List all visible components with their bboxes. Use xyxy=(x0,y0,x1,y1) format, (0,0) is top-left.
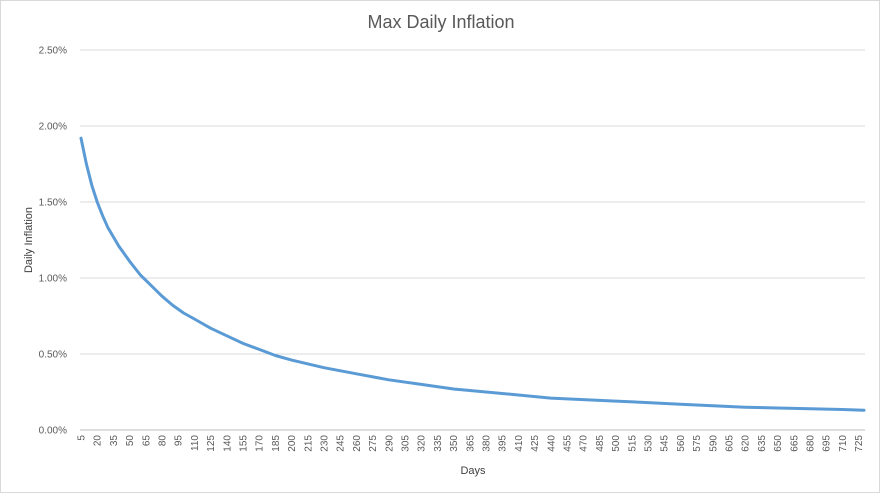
x-tick-label: 695 xyxy=(822,435,833,452)
x-tick-label: 365 xyxy=(465,435,476,452)
x-tick-label: 635 xyxy=(757,435,768,452)
x-tick-label: 650 xyxy=(773,435,784,452)
x-tick-label: 20 xyxy=(93,435,104,447)
x-tick-label: 605 xyxy=(725,435,736,452)
x-tick-label: 395 xyxy=(498,435,509,452)
x-tick-label: 560 xyxy=(676,435,687,452)
x-tick-label: 80 xyxy=(158,435,169,447)
x-tick-label: 110 xyxy=(190,435,201,451)
x-tick-label: 170 xyxy=(255,435,266,452)
x-tick-label: 155 xyxy=(239,435,250,452)
x-tick-label: 185 xyxy=(271,435,282,452)
x-tick-label: 485 xyxy=(595,435,606,452)
y-tick-label: 2.50% xyxy=(39,46,67,57)
series-line xyxy=(79,136,866,412)
x-tick-label: 245 xyxy=(336,435,347,452)
x-tick-label: 380 xyxy=(482,435,493,452)
x-tick-label: 680 xyxy=(806,435,817,452)
x-tick-label: 65 xyxy=(141,435,152,447)
x-tick-label: 710 xyxy=(838,435,849,452)
y-tick-label: 0.00% xyxy=(39,426,67,437)
y-axis-title: Daily Inflation xyxy=(23,207,35,273)
x-tick-label: 35 xyxy=(109,435,120,447)
x-tick-label: 620 xyxy=(741,435,752,452)
x-tick-label: 50 xyxy=(125,435,136,447)
x-tick-label: 215 xyxy=(303,435,314,452)
x-tick-label: 305 xyxy=(401,435,412,452)
x-tick-label: 260 xyxy=(352,435,363,452)
x-tick-label: 515 xyxy=(627,435,638,452)
x-tick-label: 410 xyxy=(514,435,525,452)
x-tick-label: 575 xyxy=(692,435,703,452)
x-tick-label: 665 xyxy=(789,435,800,452)
x-tick-label: 95 xyxy=(174,435,185,447)
x-tick-label: 350 xyxy=(449,435,460,452)
x-tick-labels: 5 20 35 50 65 80 95 110 125 140 155 170 185 200 215 230… xyxy=(77,435,866,452)
x-tick-label: 470 xyxy=(579,435,590,452)
x-tick-label: 140 xyxy=(222,435,233,452)
y-tick-labels: 0.00% 0.50% 1.00% 1.50% 2.00% 2.50% xyxy=(39,46,67,437)
x-tick-label: 440 xyxy=(546,435,557,452)
x-tick-label: 590 xyxy=(708,435,719,452)
x-tick-label: 725 xyxy=(854,435,865,452)
x-tick-label: 335 xyxy=(433,435,444,452)
series-layer xyxy=(79,136,866,412)
x-tick-label: 125 xyxy=(206,435,217,452)
x-tick-label: 290 xyxy=(384,435,395,452)
grid-layer xyxy=(80,49,865,431)
x-tick-label: 230 xyxy=(320,435,331,452)
x-tick-label: 5 xyxy=(77,435,88,441)
x-tick-label: 455 xyxy=(563,435,574,452)
x-tick-label: 425 xyxy=(530,435,541,452)
x-axis-title: Days xyxy=(460,465,486,477)
x-tick-label: 320 xyxy=(417,435,428,452)
y-tick-label: 1.50% xyxy=(39,198,67,209)
x-tick-label: 200 xyxy=(287,435,298,452)
chart-title: Max Daily Inflation xyxy=(367,12,514,32)
y-tick-label: 2.00% xyxy=(39,122,67,133)
x-tick-label: 500 xyxy=(611,435,622,452)
y-tick-label: 1.00% xyxy=(39,274,67,285)
y-tick-label: 0.50% xyxy=(39,350,67,361)
x-tick-label: 530 xyxy=(644,435,655,452)
x-tick-label: 275 xyxy=(368,435,379,452)
x-tick-label: 545 xyxy=(660,435,671,452)
